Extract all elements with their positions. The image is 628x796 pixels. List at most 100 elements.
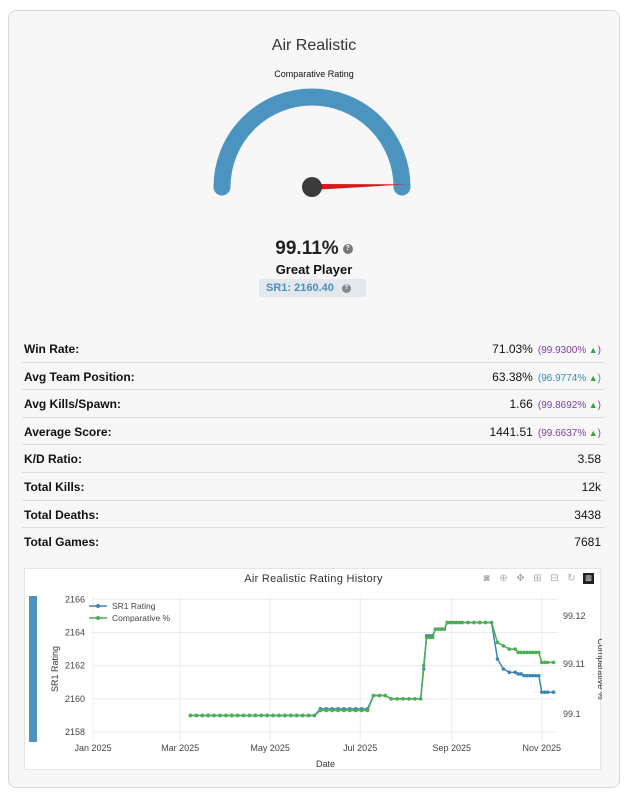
stat-label: Average Score:: [24, 424, 112, 439]
data-point: [483, 620, 488, 625]
stat-label: Total Games:: [24, 535, 100, 550]
data-point: [413, 697, 417, 701]
data-point: [442, 627, 447, 631]
data-point: [433, 627, 438, 631]
stat-value-group: 63.38% (96.9774% ▲): [492, 370, 601, 384]
data-point: [247, 713, 252, 718]
stat-label: Avg Team Position:: [24, 369, 135, 384]
data-point: [507, 670, 512, 675]
data-point: [424, 635, 429, 640]
stat-value: 12k: [581, 479, 601, 494]
stat-row: Total Deaths: 3438: [22, 501, 605, 529]
stat-percentile: (99.6637% ▲): [538, 428, 601, 439]
data-point: [501, 667, 506, 671]
percentage-value: 99.11%: [275, 238, 339, 259]
series-line-sr1: [190, 621, 554, 717]
zoom-in-icon[interactable]: ⊞: [533, 573, 542, 584]
data-point: [539, 690, 544, 695]
y-tick-label: 2160: [65, 694, 85, 704]
sr-badge: SR1: 2160.40?: [259, 279, 366, 297]
chart-toolbar: ◙ ⊕ ✥ ⊞ ⊟ ↻ ▥: [481, 573, 594, 584]
data-point: [371, 693, 376, 698]
stat-label: K/D Ratio:: [24, 452, 82, 467]
chart-plot: Jan 2025 Mar 2025 May 2025 Jul 2025 Sep 2025…: [50, 594, 602, 769]
data-point: [551, 690, 556, 695]
data-point: [336, 708, 340, 713]
stat-value: 7681: [574, 535, 601, 550]
data-point: [418, 697, 423, 701]
stat-value-group: 71.03% (99.9300% ▲): [492, 342, 601, 356]
data-point: [365, 708, 370, 713]
gauge-hub: [302, 177, 322, 197]
stat-row: Average Score: 1441.51 (99.6637% ▲): [22, 418, 605, 446]
data-point: [289, 713, 293, 718]
data-point: [525, 673, 529, 678]
data-point: [513, 670, 517, 675]
data-point: [342, 708, 346, 713]
data-point: [265, 713, 269, 718]
data-point: [516, 650, 520, 655]
data-point: [507, 647, 512, 651]
camera-icon[interactable]: ◙: [483, 573, 490, 584]
stat-percentile: (99.8692% ▲): [538, 400, 601, 411]
data-point: [513, 647, 517, 651]
stat-value: 1441.51: [489, 424, 533, 439]
info-icon[interactable]: ?: [342, 243, 353, 254]
comparative-percentage: 99.11%?: [0, 238, 628, 260]
data-point: [539, 660, 544, 665]
data-point: [353, 708, 358, 713]
data-point: [427, 635, 432, 640]
pan-icon[interactable]: ✥: [516, 573, 525, 584]
reset-icon[interactable]: ↻: [567, 573, 576, 584]
data-point: [235, 713, 240, 718]
data-point: [457, 620, 461, 625]
rank-label: Great Player: [275, 262, 353, 277]
data-point: [324, 708, 329, 713]
data-point: [389, 697, 393, 701]
data-point: [448, 620, 453, 625]
data-point: [466, 620, 470, 625]
data-point: [271, 713, 275, 718]
stat-label: Avg Kills/Spawn:: [24, 397, 121, 412]
data-point: [519, 672, 523, 676]
x-tick-label: Mar 2025: [161, 743, 199, 753]
legend-label: SR1 Rating: [112, 601, 156, 611]
plotly-logo-icon[interactable]: ▥: [583, 573, 594, 584]
zoom-out-icon[interactable]: ⊟: [550, 573, 559, 584]
sr-info-icon[interactable]: ?: [341, 283, 351, 293]
data-point: [383, 693, 388, 698]
y2-axis-label: Comparative %: [596, 638, 602, 700]
x-tick-label: Sep 2025: [432, 743, 471, 753]
sr-value: SR1: 2160.40: [266, 282, 334, 294]
stat-label: Win Rate:: [24, 342, 80, 356]
data-point: [206, 713, 210, 718]
y2-tick-label: 99.1: [563, 709, 581, 719]
arrow-up-icon: ▲: [586, 400, 598, 411]
stat-percentile-text: (99.9300%: [537, 345, 587, 356]
data-point: [495, 657, 500, 661]
stat-row: Total Games: 7681: [22, 528, 605, 556]
stat-percentile-text: (99.8692%: [537, 400, 587, 412]
data-point: [537, 673, 541, 678]
data-point: [522, 650, 526, 655]
gauge-needle: [311, 184, 408, 190]
data-point: [253, 713, 258, 718]
stat-value-group: 1441.51 (99.6637% ▲): [489, 425, 601, 439]
stat-row: Avg Kills/Spawn: 1.66 (99.8692% ▲): [22, 390, 605, 418]
y-tick-label: 2164: [65, 628, 85, 638]
y-axis-label: SR1 Rating: [50, 646, 60, 692]
gauge-arc: [213, 88, 411, 196]
series-line-comparative: [190, 621, 554, 717]
data-point: [528, 650, 532, 655]
data-point: [401, 697, 405, 701]
x-tick-label: Jan 2025: [74, 743, 111, 753]
zoom-icon[interactable]: ⊕: [499, 573, 508, 584]
data-point: [212, 713, 216, 718]
data-point: [495, 640, 500, 645]
stat-value: 3.58: [577, 452, 601, 467]
data-point: [259, 713, 264, 718]
data-point: [421, 663, 426, 668]
data-point: [188, 713, 193, 718]
stat-value-group: 1.66 (99.8692% ▲): [510, 397, 602, 411]
stat-percentile-close: ): [597, 427, 601, 439]
